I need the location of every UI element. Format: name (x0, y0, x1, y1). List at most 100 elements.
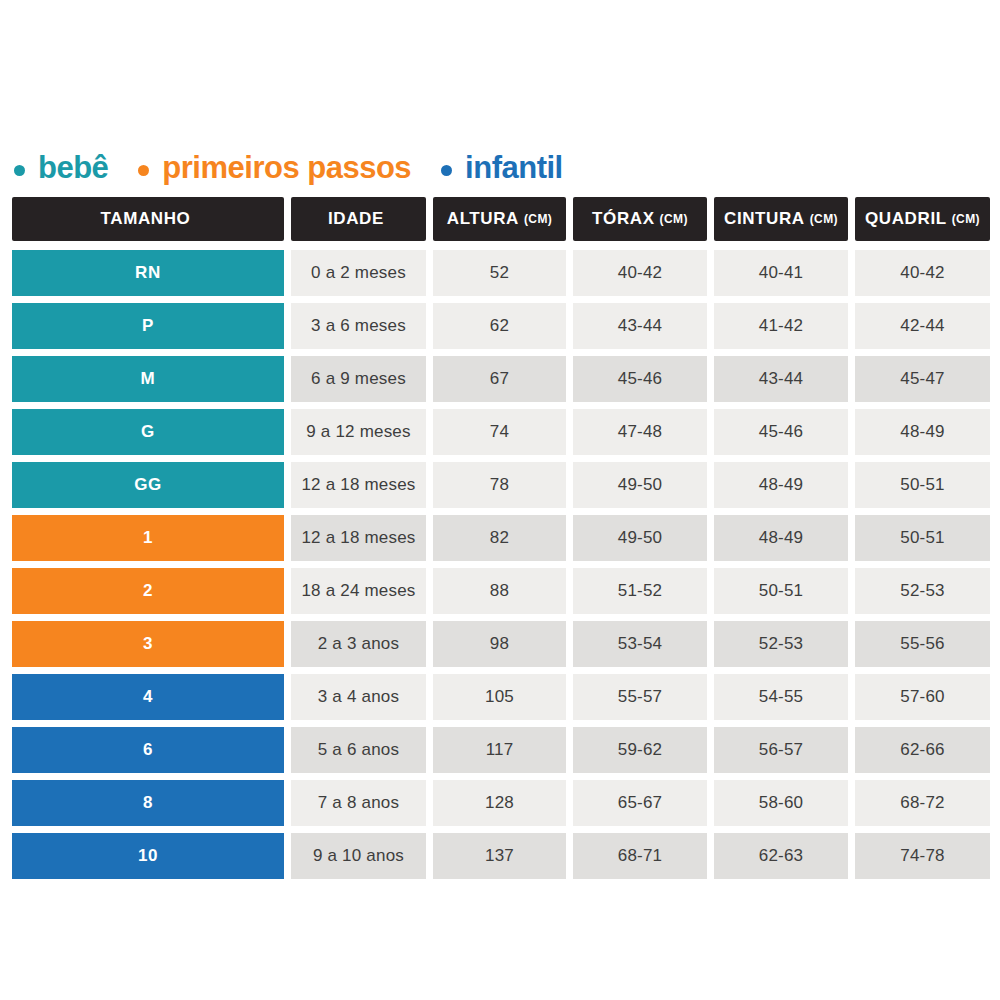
quadril-cell: 42-44 (855, 303, 990, 349)
header-torax: TÓRAX (CM) (573, 197, 707, 241)
altura-cell: 74 (433, 409, 566, 455)
altura-cell: 88 (433, 568, 566, 614)
cintura-cell: 43-44 (714, 356, 848, 402)
header-unit: (CM) (660, 212, 688, 226)
quadril-cell: 57-60 (855, 674, 990, 720)
size-chart-page: bebê primeiros passos infantil TAMANHO I… (0, 0, 1000, 1000)
idade-cell: 9 a 12 meses (291, 409, 426, 455)
header-tamanho: TAMANHO (12, 197, 284, 241)
header-label: IDADE (328, 209, 384, 229)
cintura-cell: 41-42 (714, 303, 848, 349)
cintura-cell: 52-53 (714, 621, 848, 667)
quadril-cell: 68-72 (855, 780, 990, 826)
size-cell: 8 (12, 780, 284, 826)
idade-cell: 5 a 6 anos (291, 727, 426, 773)
quadril-cell: 40-42 (855, 250, 990, 296)
quadril-cell: 48-49 (855, 409, 990, 455)
cintura-cell: 50-51 (714, 568, 848, 614)
table-header-row: TAMANHO IDADE ALTURA (CM) TÓRAX (CM) CIN… (12, 197, 990, 241)
quadril-cell: 50-51 (855, 462, 990, 508)
quadril-cell: 62-66 (855, 727, 990, 773)
bullet-icon (138, 165, 149, 176)
cintura-cell: 40-41 (714, 250, 848, 296)
altura-cell: 117 (433, 727, 566, 773)
table-row-8: 87 a 8 anos12865-6758-6068-72 (12, 780, 990, 826)
size-cell: M (12, 356, 284, 402)
torax-cell: 59-62 (573, 727, 707, 773)
idade-cell: 0 a 2 meses (291, 250, 426, 296)
cintura-cell: 62-63 (714, 833, 848, 879)
header-label: TÓRAX (592, 209, 655, 229)
legend-label-infantil: infantil (465, 150, 563, 186)
table-row-4: 43 a 4 anos10555-5754-5557-60 (12, 674, 990, 720)
idade-cell: 12 a 18 meses (291, 515, 426, 561)
altura-cell: 98 (433, 621, 566, 667)
size-cell: GG (12, 462, 284, 508)
altura-cell: 105 (433, 674, 566, 720)
size-cell: 10 (12, 833, 284, 879)
header-idade: IDADE (291, 197, 426, 241)
size-cell: 6 (12, 727, 284, 773)
legend: bebê primeiros passos infantil (14, 147, 563, 189)
idade-cell: 18 a 24 meses (291, 568, 426, 614)
altura-cell: 67 (433, 356, 566, 402)
altura-cell: 52 (433, 250, 566, 296)
table-row-G: G9 a 12 meses7447-4845-4648-49 (12, 409, 990, 455)
size-cell: 1 (12, 515, 284, 561)
size-cell: 4 (12, 674, 284, 720)
size-table: TAMANHO IDADE ALTURA (CM) TÓRAX (CM) CIN… (12, 197, 990, 886)
legend-label-bebe: bebê (38, 150, 108, 186)
header-label: TAMANHO (101, 209, 191, 229)
torax-cell: 65-67 (573, 780, 707, 826)
idade-cell: 7 a 8 anos (291, 780, 426, 826)
table-row-10: 109 a 10 anos13768-7162-6374-78 (12, 833, 990, 879)
torax-cell: 45-46 (573, 356, 707, 402)
size-cell: 2 (12, 568, 284, 614)
altura-cell: 137 (433, 833, 566, 879)
header-quadril: QUADRIL (CM) (855, 197, 990, 241)
table-row-1: 112 a 18 meses8249-5048-4950-51 (12, 515, 990, 561)
header-unit: (CM) (524, 212, 552, 226)
torax-cell: 47-48 (573, 409, 707, 455)
idade-cell: 2 a 3 anos (291, 621, 426, 667)
quadril-cell: 50-51 (855, 515, 990, 561)
header-label: ALTURA (447, 209, 519, 229)
torax-cell: 49-50 (573, 515, 707, 561)
altura-cell: 82 (433, 515, 566, 561)
torax-cell: 68-71 (573, 833, 707, 879)
torax-cell: 51-52 (573, 568, 707, 614)
idade-cell: 3 a 6 meses (291, 303, 426, 349)
header-label: QUADRIL (865, 209, 947, 229)
bullet-icon (441, 165, 452, 176)
cintura-cell: 48-49 (714, 462, 848, 508)
quadril-cell: 45-47 (855, 356, 990, 402)
torax-cell: 49-50 (573, 462, 707, 508)
table-row-M: M6 a 9 meses6745-4643-4445-47 (12, 356, 990, 402)
cintura-cell: 54-55 (714, 674, 848, 720)
legend-label-primeiros-passos: primeiros passos (162, 150, 411, 186)
cintura-cell: 45-46 (714, 409, 848, 455)
size-cell: RN (12, 250, 284, 296)
size-cell: G (12, 409, 284, 455)
cintura-cell: 48-49 (714, 515, 848, 561)
quadril-cell: 55-56 (855, 621, 990, 667)
legend-item-bebe: bebê (14, 150, 108, 186)
cintura-cell: 56-57 (714, 727, 848, 773)
idade-cell: 12 a 18 meses (291, 462, 426, 508)
table-row-RN: RN0 a 2 meses5240-4240-4140-42 (12, 250, 990, 296)
size-cell: 3 (12, 621, 284, 667)
table-row-P: P3 a 6 meses6243-4441-4242-44 (12, 303, 990, 349)
header-label: CINTURA (724, 209, 805, 229)
quadril-cell: 52-53 (855, 568, 990, 614)
table-body: RN0 a 2 meses5240-4240-4140-42P3 a 6 mes… (12, 250, 990, 879)
legend-item-infantil: infantil (441, 150, 563, 186)
quadril-cell: 74-78 (855, 833, 990, 879)
torax-cell: 53-54 (573, 621, 707, 667)
idade-cell: 3 a 4 anos (291, 674, 426, 720)
table-row-2: 218 a 24 meses8851-5250-5152-53 (12, 568, 990, 614)
altura-cell: 62 (433, 303, 566, 349)
header-altura: ALTURA (CM) (433, 197, 566, 241)
header-unit: (CM) (952, 212, 980, 226)
torax-cell: 40-42 (573, 250, 707, 296)
torax-cell: 43-44 (573, 303, 707, 349)
